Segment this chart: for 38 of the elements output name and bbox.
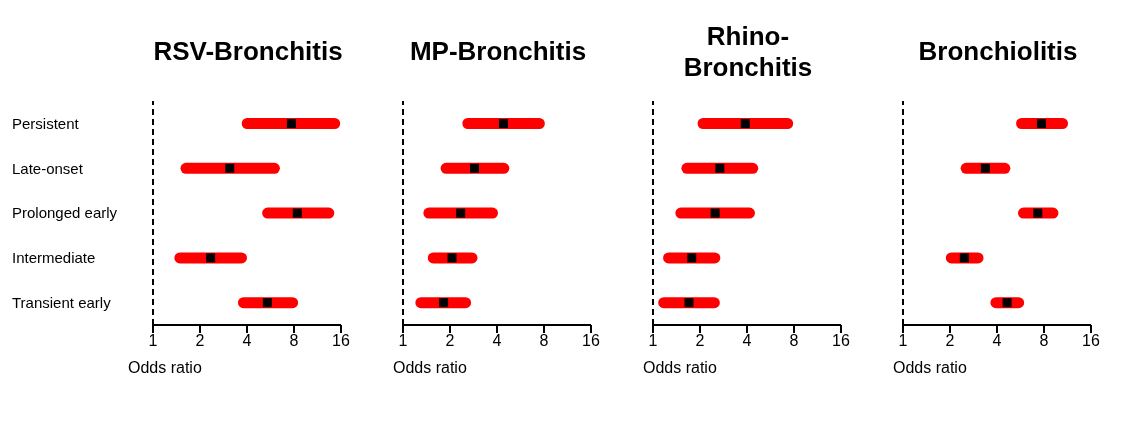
- x-tick-label: 8: [539, 332, 549, 350]
- bar: [675, 207, 755, 219]
- chart-title: MP-Bronchitis: [408, 35, 588, 69]
- x-tick-label: 16: [582, 332, 600, 350]
- x-tick-label: 2: [445, 332, 455, 350]
- x-tick-label: 16: [332, 332, 350, 350]
- x-tick-label: 4: [242, 332, 252, 350]
- y-tick-label: Intermediate: [12, 249, 96, 267]
- x-tick-label: 2: [195, 332, 205, 350]
- y-tick-label: Late-onset: [12, 159, 84, 177]
- x-tick-label: 8: [289, 332, 299, 350]
- x-tick-label: 1: [398, 332, 408, 350]
- x-tick-label: 4: [742, 332, 752, 350]
- bar: [697, 118, 794, 129]
- x-tick-label: 16: [832, 332, 850, 350]
- x-axis-title: Odds ratio: [127, 359, 203, 377]
- x-tick-label: 2: [695, 332, 705, 350]
- x-axis-title: Odds ratio: [393, 359, 468, 377]
- y-tick-label: Transient early: [12, 293, 112, 311]
- chart-title: RSV-Bronchitis: [152, 35, 344, 69]
- y-tick-label: Prolonged early: [12, 204, 118, 222]
- bar: [180, 162, 280, 174]
- x-tick-label: 1: [148, 332, 158, 350]
- bar: [241, 118, 341, 129]
- x-tick-label: 4: [492, 332, 502, 350]
- bar: [462, 118, 545, 129]
- x-tick-label: 1: [648, 332, 658, 350]
- y-tick-label: Persistent: [12, 114, 80, 132]
- chart-title: Bronchiolitis: [917, 35, 1079, 69]
- x-tick-label: 2: [945, 332, 955, 350]
- x-tick-label: 16: [1082, 332, 1100, 350]
- x-axis-title: Odds ratio: [893, 359, 968, 377]
- x-axis-title: Odds ratio: [643, 359, 718, 377]
- chart-title: Rhino- Bronchitis: [682, 19, 814, 84]
- x-tick-label: 1: [898, 332, 908, 350]
- x-tick-label: 4: [992, 332, 1002, 350]
- x-tick-label: 8: [1039, 332, 1049, 350]
- x-tick-label: 8: [789, 332, 799, 350]
